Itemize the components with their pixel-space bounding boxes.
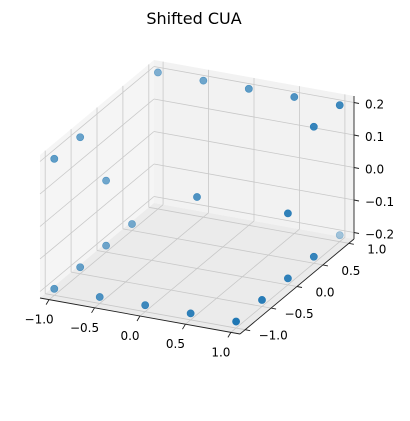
data-point — [95, 293, 104, 301]
z-tick-mark-3 — [353, 134, 360, 137]
data-point — [154, 68, 162, 77]
data-point — [258, 296, 266, 304]
grid-floor-y-3 — [122, 228, 323, 266]
x-tick-label-3: 0.5 — [166, 337, 185, 351]
grid-left-z-0 — [39, 196, 155, 292]
data-point — [102, 176, 110, 185]
data-point — [309, 252, 318, 261]
z-tick-label-3: 0.1 — [365, 130, 384, 144]
y-tick-mark-0 — [245, 329, 251, 332]
tick-labels: −1.0−0.50.00.51.0−1.0−0.50.00.51.0−0.2−0… — [25, 98, 395, 360]
y-tick-label-4: 1.0 — [367, 242, 386, 256]
y-tick-label-1: −0.5 — [285, 307, 314, 321]
y-tick-mark-1 — [271, 307, 277, 310]
data-point — [193, 193, 201, 201]
grid-back-z-0 — [153, 196, 355, 233]
data-point — [284, 209, 292, 218]
grid-left-z-2 — [39, 131, 155, 227]
data-point — [309, 122, 318, 131]
grid-left-z-1 — [39, 163, 155, 260]
grid-floor-y-0 — [45, 293, 246, 331]
y-tick-mark-4 — [348, 242, 354, 245]
x-tick-label-1: −0.5 — [70, 321, 99, 335]
data-point — [76, 133, 85, 142]
grid-lines — [39, 61, 355, 333]
z-tick-mark-2 — [353, 167, 360, 169]
grid-floor-y-2 — [96, 250, 298, 287]
data-point — [199, 76, 208, 85]
data-point — [128, 220, 136, 228]
data-point — [141, 301, 150, 310]
data-point — [335, 101, 344, 110]
y-tick-label-0: −1.0 — [259, 329, 288, 343]
y-tick-mark-3 — [322, 264, 328, 267]
x-tick-label-2: 0.0 — [120, 329, 139, 343]
data-points — [50, 68, 344, 326]
y-tick-label-2: 0.0 — [315, 286, 334, 300]
z-tick-label-4: 0.2 — [365, 98, 384, 112]
x-tick-mark-2 — [136, 315, 141, 322]
x-tick-mark-3 — [182, 323, 186, 330]
x-tick-label-4: 1.0 — [211, 345, 230, 359]
grid-floor-y-1 — [71, 271, 272, 309]
grid-back-z-3 — [153, 98, 355, 136]
data-point — [186, 309, 195, 318]
y-tick-mark-2 — [296, 286, 303, 288]
data-point — [76, 263, 85, 272]
grid-floor-y-4 — [148, 206, 349, 244]
z-tick-label-0: −0.2 — [365, 228, 394, 242]
z-tick-label-1: −0.1 — [365, 195, 394, 209]
data-point — [232, 317, 240, 326]
data-point — [244, 84, 253, 93]
data-point — [50, 154, 59, 163]
data-point — [284, 274, 292, 283]
x-tick-mark-4 — [227, 332, 232, 338]
z-tick-label-2: 0.0 — [365, 163, 384, 177]
z-tick-mark-1 — [353, 199, 360, 202]
data-point — [290, 93, 299, 101]
x-tick-mark-1 — [91, 307, 95, 314]
z-tick-mark-4 — [353, 102, 360, 104]
axis-lines — [39, 96, 360, 338]
data-point — [50, 284, 59, 293]
y-tick-label-3: 0.5 — [341, 264, 360, 278]
z-tick-mark-0 — [353, 232, 360, 234]
grid-left-z-4 — [39, 66, 155, 162]
grid-back-z-1 — [153, 163, 355, 201]
grid-back-z-4 — [153, 66, 355, 103]
x-tick-label-0: −1.0 — [25, 313, 54, 327]
grid-back-z-2 — [153, 131, 355, 168]
data-point — [102, 241, 110, 250]
data-point — [335, 231, 344, 240]
x-tick-mark-0 — [45, 299, 50, 305]
axes-panes — [40, 60, 354, 334]
grid-left-z-3 — [39, 98, 155, 195]
chart-title: Shifted CUA — [146, 9, 241, 28]
